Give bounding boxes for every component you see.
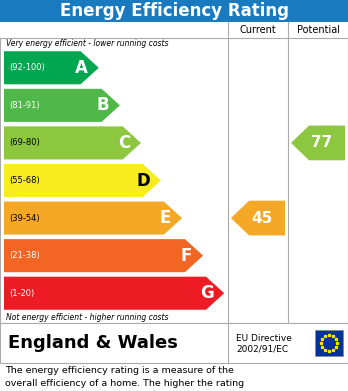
Text: (92-100): (92-100) [9,63,45,72]
Text: 77: 77 [311,135,333,151]
Text: (39-54): (39-54) [9,213,40,222]
Text: (81-91): (81-91) [9,101,40,110]
Text: E: E [159,209,171,227]
Text: A: A [75,59,88,77]
Bar [0,0,348,22]
Text: The energy efficiency rating is a measure of the
overall efficiency of a home. T: The energy efficiency rating is a measur… [5,366,244,391]
Polygon shape [4,89,120,122]
Polygon shape [4,239,203,272]
Bar [315,330,343,356]
Bar [0,323,348,363]
Bar [0,22,348,323]
Text: 45: 45 [251,211,273,226]
Polygon shape [291,126,345,160]
Polygon shape [231,201,285,235]
Text: (55-68): (55-68) [9,176,40,185]
Text: EU Directive: EU Directive [236,334,292,343]
Text: B: B [96,96,109,114]
Polygon shape [4,277,224,310]
Text: (21-38): (21-38) [9,251,40,260]
Text: D: D [137,172,151,190]
Text: Not energy efficient - higher running costs: Not energy efficient - higher running co… [6,313,168,322]
Text: (1-20): (1-20) [9,289,34,298]
Text: 2002/91/EC: 2002/91/EC [236,344,288,353]
Bar [0,22,348,38]
Text: C: C [118,134,130,152]
Polygon shape [4,51,99,84]
Text: Very energy efficient - lower running costs: Very energy efficient - lower running co… [6,39,168,48]
Text: Current: Current [240,25,276,35]
Text: G: G [200,284,214,302]
Text: England & Wales: England & Wales [8,334,178,352]
Polygon shape [4,126,141,160]
Text: (69-80): (69-80) [9,138,40,147]
Text: Potential: Potential [296,25,340,35]
Text: F: F [180,247,192,265]
Polygon shape [4,164,161,197]
Text: Energy Efficiency Rating: Energy Efficiency Rating [60,2,288,20]
Polygon shape [4,201,182,235]
